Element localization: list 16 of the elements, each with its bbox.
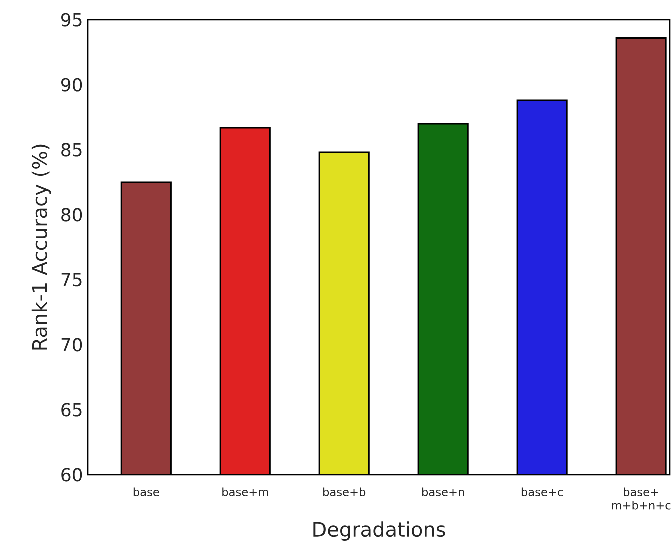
y-tick-label: 90: [62, 78, 82, 92]
x-tick-label: base: [134, 488, 160, 496]
x-axis-title: Degradations: [314, 522, 446, 541]
x-tick-label: base+ m+b+n+c: [612, 488, 671, 510]
y-axis-title: Rank-1 Accuracy (%): [32, 144, 52, 350]
x-tick-label: base+b: [324, 488, 366, 496]
y-tick-label: 80: [62, 208, 82, 222]
y-tick-label: 70: [62, 338, 82, 352]
x-tick-label: base+n: [422, 488, 464, 496]
y-tick-label: 60: [62, 468, 82, 482]
x-tick-label: base+m: [222, 488, 268, 496]
y-tick-label: 75: [62, 273, 82, 287]
x-tick-label: base+c: [522, 488, 563, 496]
y-tick-label: 95: [62, 13, 82, 27]
y-tick-label: 85: [62, 143, 82, 157]
y-tick-label: 65: [62, 403, 82, 417]
